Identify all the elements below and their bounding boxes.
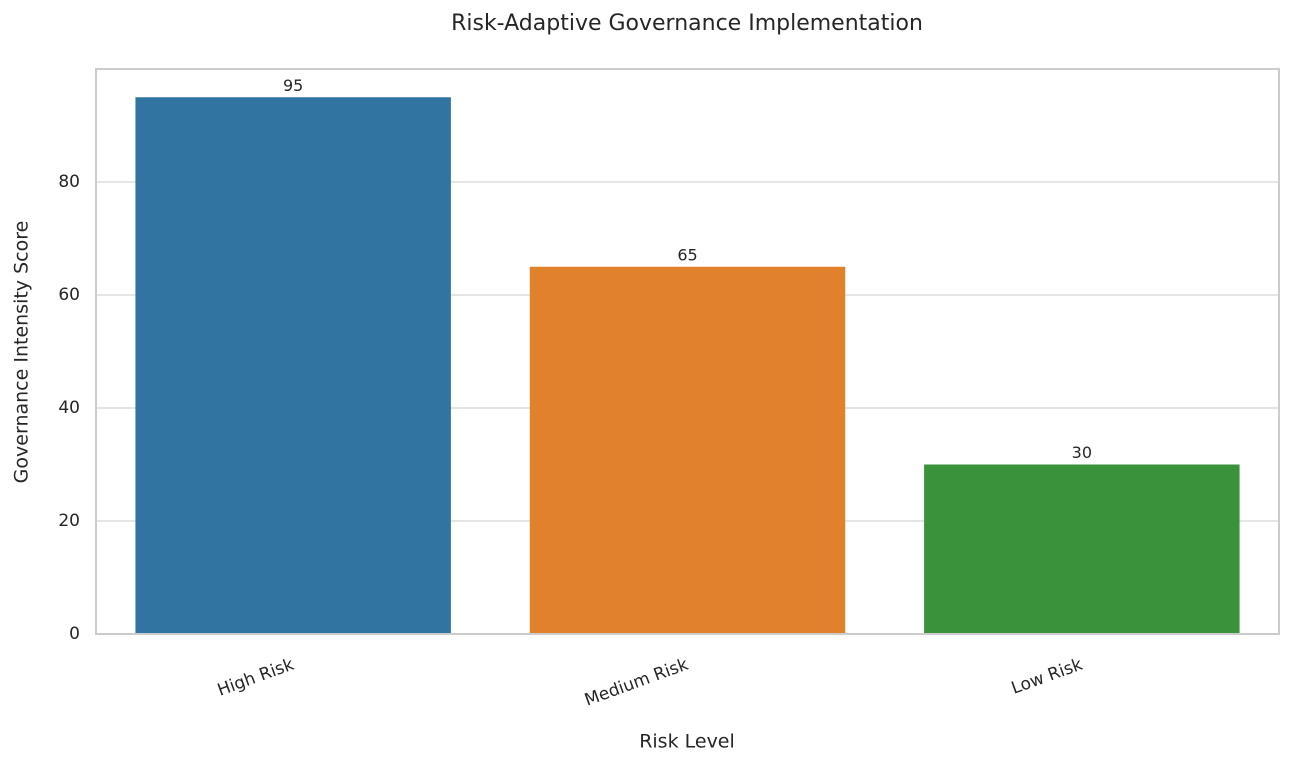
y-axis-label: Governance Intensity Score [11, 221, 33, 484]
y-tick-label: 20 [58, 511, 80, 531]
y-tick-label: 60 [58, 285, 80, 305]
y-tick-label: 40 [58, 398, 80, 418]
x-tick-label: High Risk [215, 655, 297, 701]
x-tick-label: Medium Risk [582, 655, 691, 711]
value-label: 30 [1072, 443, 1092, 462]
chart-title: Risk-Adaptive Governance Implementation [451, 11, 923, 36]
bar [529, 266, 846, 634]
y-tick-label: 80 [58, 172, 80, 192]
plot-frame [95, 68, 1280, 635]
y-tick-label: 0 [69, 624, 80, 644]
value-label: 65 [677, 245, 697, 264]
x-axis-label: Risk Level [639, 731, 735, 753]
value-label: 95 [283, 76, 303, 95]
x-tick-label: Low Risk [1009, 655, 1086, 699]
bar [135, 97, 451, 634]
bar [924, 464, 1240, 634]
